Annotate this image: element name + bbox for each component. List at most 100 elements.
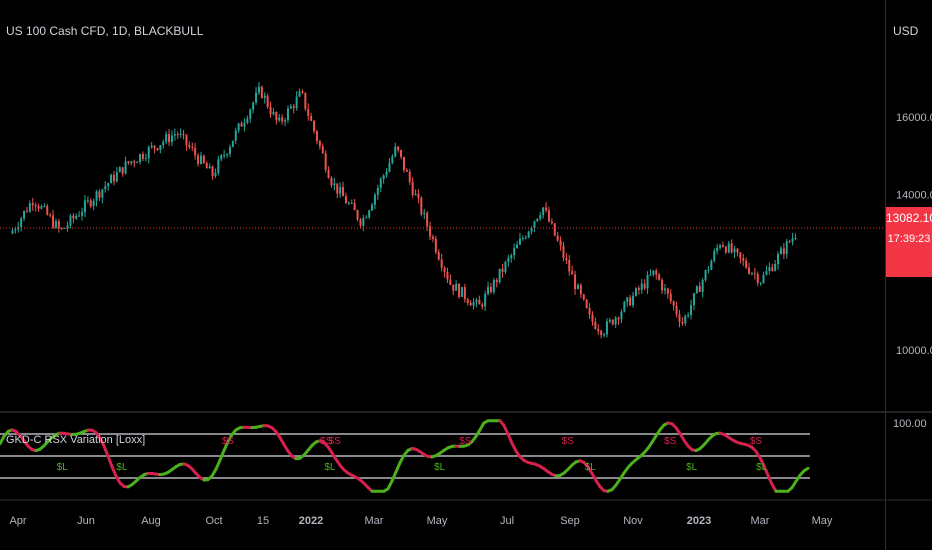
candle[interactable] <box>286 105 289 124</box>
candle[interactable] <box>675 301 678 318</box>
candle[interactable] <box>31 197 34 211</box>
indicator-pane[interactable]: 100.00$L $L $L $L $L $L $L$S $S$S $S $S $S $S <box>0 418 927 493</box>
candle[interactable] <box>63 227 66 230</box>
candle[interactable] <box>69 213 72 229</box>
candle[interactable] <box>330 176 333 188</box>
candle[interactable] <box>214 168 217 178</box>
candle[interactable] <box>701 278 704 298</box>
candle[interactable] <box>556 231 559 242</box>
candle[interactable] <box>159 145 162 154</box>
candle[interactable] <box>640 278 643 295</box>
candle[interactable] <box>672 300 675 311</box>
candle[interactable] <box>391 153 394 165</box>
candle[interactable] <box>727 240 730 254</box>
candle[interactable] <box>533 220 536 232</box>
candle[interactable] <box>153 145 156 154</box>
candle[interactable] <box>472 298 475 310</box>
candle[interactable] <box>356 209 359 222</box>
candle[interactable] <box>626 296 629 307</box>
candle[interactable] <box>289 103 292 109</box>
candle[interactable] <box>553 222 556 237</box>
candle[interactable] <box>414 189 417 196</box>
currency-label[interactable]: USD <box>893 24 919 38</box>
candle[interactable] <box>46 203 49 216</box>
candle[interactable] <box>49 212 52 218</box>
candle[interactable] <box>478 295 481 305</box>
candle[interactable] <box>275 111 278 125</box>
candle[interactable] <box>60 227 63 230</box>
candle[interactable] <box>141 151 144 162</box>
candle[interactable] <box>295 91 298 111</box>
candle[interactable] <box>168 128 171 146</box>
candle[interactable] <box>785 238 788 259</box>
candle[interactable] <box>681 317 684 326</box>
candle[interactable] <box>765 265 768 276</box>
candle[interactable] <box>147 145 150 164</box>
candle[interactable] <box>777 251 780 270</box>
candle[interactable] <box>527 230 530 239</box>
candle[interactable] <box>611 319 614 326</box>
candle[interactable] <box>779 245 782 255</box>
candle[interactable] <box>353 198 356 211</box>
candle[interactable] <box>545 201 548 213</box>
candle[interactable] <box>417 189 420 204</box>
candle[interactable] <box>437 249 440 261</box>
candle[interactable] <box>426 210 429 232</box>
candle[interactable] <box>20 216 23 232</box>
candle[interactable] <box>385 168 388 178</box>
candle[interactable] <box>95 189 98 207</box>
candle[interactable] <box>388 158 391 173</box>
candle[interactable] <box>162 139 165 149</box>
candle[interactable] <box>440 253 443 272</box>
candle[interactable] <box>788 239 791 244</box>
candle[interactable] <box>333 177 336 191</box>
candle[interactable] <box>252 101 255 114</box>
candle[interactable] <box>170 130 173 147</box>
candle[interactable] <box>603 332 606 338</box>
candle[interactable] <box>571 265 574 275</box>
candle[interactable] <box>411 177 414 198</box>
candle[interactable] <box>724 245 727 254</box>
candle[interactable] <box>492 277 495 295</box>
candle[interactable] <box>75 213 78 220</box>
candle[interactable] <box>620 309 623 324</box>
candle[interactable] <box>753 267 756 280</box>
candle[interactable] <box>771 263 774 272</box>
candle[interactable] <box>423 209 426 220</box>
candle[interactable] <box>226 153 229 158</box>
candle[interactable] <box>663 283 666 295</box>
candle[interactable] <box>298 88 301 98</box>
candle[interactable] <box>736 248 739 257</box>
candle[interactable] <box>246 115 249 125</box>
candle[interactable] <box>600 329 603 339</box>
candle[interactable] <box>173 128 176 141</box>
candle[interactable] <box>768 262 771 275</box>
candle[interactable] <box>382 173 385 184</box>
candle[interactable] <box>365 215 368 219</box>
candle[interactable] <box>197 153 200 167</box>
candle[interactable] <box>379 176 382 193</box>
candle[interactable] <box>721 241 724 248</box>
candle[interactable] <box>315 129 318 145</box>
candle[interactable] <box>504 260 507 275</box>
candle[interactable] <box>307 103 310 121</box>
candle[interactable] <box>344 192 347 204</box>
time-axis[interactable]: Apr Jun Aug Oct 15 2022 Mar May Jul Sep Nov 2023 Mar… <box>9 515 832 527</box>
candle[interactable] <box>574 270 577 295</box>
candle[interactable] <box>228 144 231 158</box>
candle[interactable] <box>513 243 516 260</box>
candle[interactable] <box>359 217 362 229</box>
candle[interactable] <box>342 181 345 197</box>
candle[interactable] <box>782 243 785 260</box>
candle[interactable] <box>394 142 397 158</box>
candle[interactable] <box>92 198 95 211</box>
candle[interactable] <box>139 153 142 165</box>
candle[interactable] <box>144 153 147 162</box>
candle[interactable] <box>429 221 432 241</box>
candle[interactable] <box>255 87 258 105</box>
candle[interactable] <box>194 142 197 160</box>
candle[interactable] <box>542 207 545 219</box>
candle[interactable] <box>597 324 600 335</box>
candle[interactable] <box>501 263 504 278</box>
